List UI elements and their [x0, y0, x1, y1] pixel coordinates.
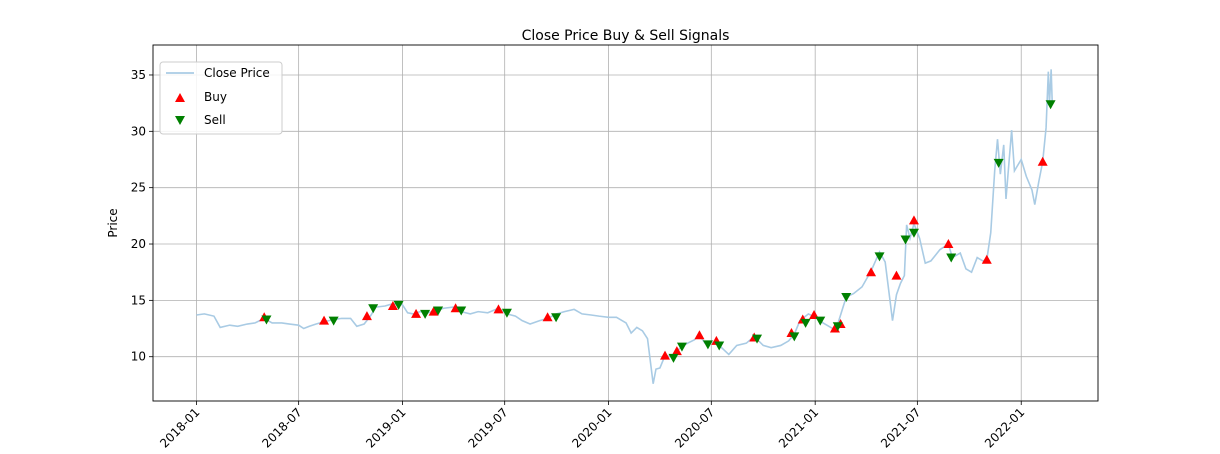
sell-marker [714, 341, 725, 351]
sell-marker [800, 318, 811, 328]
buy-marker [981, 254, 992, 264]
buy-marker [319, 315, 330, 325]
sell-marker [393, 300, 404, 310]
buy-marker [411, 308, 422, 318]
legend-buy-swatch [175, 93, 185, 102]
legend-sell-swatch [175, 116, 185, 125]
sell-marker [668, 353, 679, 363]
y-axis-label: Price [106, 208, 120, 237]
y-tick-label: 30 [131, 124, 146, 138]
sell-marker [874, 252, 885, 262]
buy-marker [891, 270, 902, 280]
sell-marker [908, 228, 919, 238]
buy-marker [866, 267, 877, 277]
sell-marker [752, 334, 763, 344]
buy-marker [660, 350, 671, 360]
buy-marker [908, 215, 919, 225]
sell-marker [328, 316, 339, 326]
x-tick-label: 2021-01 [776, 405, 821, 450]
buy-marker [1037, 156, 1048, 166]
sell-marker [815, 316, 826, 326]
sell-marker [946, 253, 957, 263]
sell-marker [702, 340, 713, 350]
y-tick-label: 15 [131, 293, 146, 307]
buy-marker [493, 304, 504, 314]
buy-marker [387, 300, 398, 310]
legend-sell-label: Sell [204, 113, 226, 127]
sell-marker [456, 306, 467, 316]
sell-marker [420, 309, 431, 319]
buy-marker [542, 312, 553, 322]
sell-marker [993, 158, 1004, 168]
sell-marker [551, 313, 562, 323]
x-tick-label: 2019-07 [465, 405, 510, 450]
sell-marker [676, 342, 687, 352]
sell-marker [1045, 100, 1056, 110]
legend-close-label: Close Price [204, 66, 270, 80]
buy-marker [671, 346, 682, 356]
sell-marker [433, 306, 444, 316]
x-tick-label: 2020-07 [672, 405, 717, 450]
buy-marker [694, 330, 705, 340]
y-tick-label: 35 [131, 68, 146, 82]
sell-marker [832, 322, 843, 332]
sell-marker [900, 235, 911, 245]
x-tick-label: 2019-01 [363, 405, 408, 450]
buy-marker [428, 306, 439, 316]
plot-frame [152, 44, 1099, 402]
x-tick-label: 2018-07 [259, 405, 304, 450]
sell-marker [368, 304, 379, 314]
sell-marker [841, 292, 852, 302]
close-price-line [196, 69, 1054, 384]
x-tick-label: 2018-01 [157, 405, 202, 450]
y-tick-label: 10 [131, 350, 146, 364]
legend-buy-label: Buy [204, 90, 227, 104]
y-tick-label: 25 [131, 181, 146, 195]
sell-marker [501, 308, 512, 318]
buy-marker [361, 311, 372, 321]
sell-marker [261, 315, 272, 325]
chart-title: Close Price Buy & Sell Signals [522, 28, 730, 44]
buy-marker [450, 303, 461, 313]
buy-marker [943, 239, 954, 249]
y-tick-label: 20 [131, 237, 146, 251]
x-tick-label: 2021-07 [878, 405, 923, 450]
sell-marker [789, 332, 800, 342]
x-tick-label: 2020-01 [569, 405, 614, 450]
x-tick-label: 2022-01 [982, 405, 1027, 450]
legend-box [159, 61, 283, 135]
